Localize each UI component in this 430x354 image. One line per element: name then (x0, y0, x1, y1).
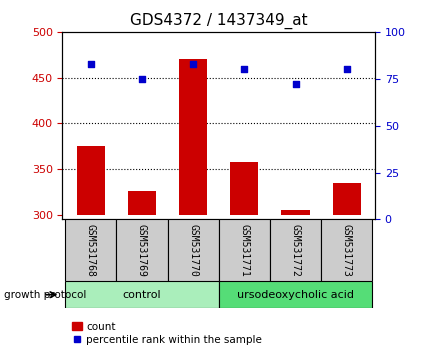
Bar (167, 219, 218, 281)
Bar (218, 219, 269, 281)
Bar (218, 281, 372, 308)
Text: GSM531772: GSM531772 (290, 224, 300, 277)
Bar (116, 219, 167, 281)
Bar (320, 219, 372, 281)
Bar (77, 146, 104, 215)
Title: GDS4372 / 1437349_at: GDS4372 / 1437349_at (129, 13, 307, 29)
Text: growth protocol: growth protocol (4, 290, 86, 300)
Legend: count, percentile rank within the sample: count, percentile rank within the sample (68, 317, 266, 349)
Bar (281, 210, 309, 215)
Point (189, 61, 196, 67)
Bar (332, 183, 360, 215)
Point (292, 81, 298, 87)
Bar (65, 281, 218, 308)
Text: GSM531769: GSM531769 (137, 224, 147, 277)
Text: GSM531770: GSM531770 (187, 224, 198, 277)
Text: GSM531773: GSM531773 (341, 224, 351, 277)
Bar (178, 59, 207, 215)
Bar (65, 219, 116, 281)
Bar (269, 219, 320, 281)
Bar (230, 162, 258, 215)
Bar (128, 191, 156, 215)
Text: ursodeoxycholic acid: ursodeoxycholic acid (237, 290, 353, 300)
Text: GSM531771: GSM531771 (239, 224, 249, 277)
Point (87, 61, 94, 67)
Text: control: control (122, 290, 161, 300)
Point (240, 67, 247, 72)
Text: GSM531768: GSM531768 (86, 224, 95, 277)
Point (138, 76, 145, 81)
Point (343, 67, 350, 72)
